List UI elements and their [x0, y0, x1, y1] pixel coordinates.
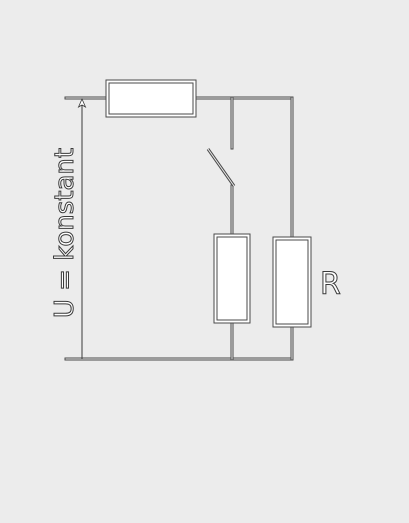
voltage-label: U = konstant: [50, 148, 80, 318]
switched-resistor: [213, 233, 251, 324]
series-resistor: [105, 79, 197, 118]
switch: [206, 148, 236, 187]
load-resistor: [272, 236, 312, 328]
voltage-arrow: [77, 98, 87, 359]
wires: [64, 96, 294, 361]
resistor-label: R: [320, 267, 341, 302]
